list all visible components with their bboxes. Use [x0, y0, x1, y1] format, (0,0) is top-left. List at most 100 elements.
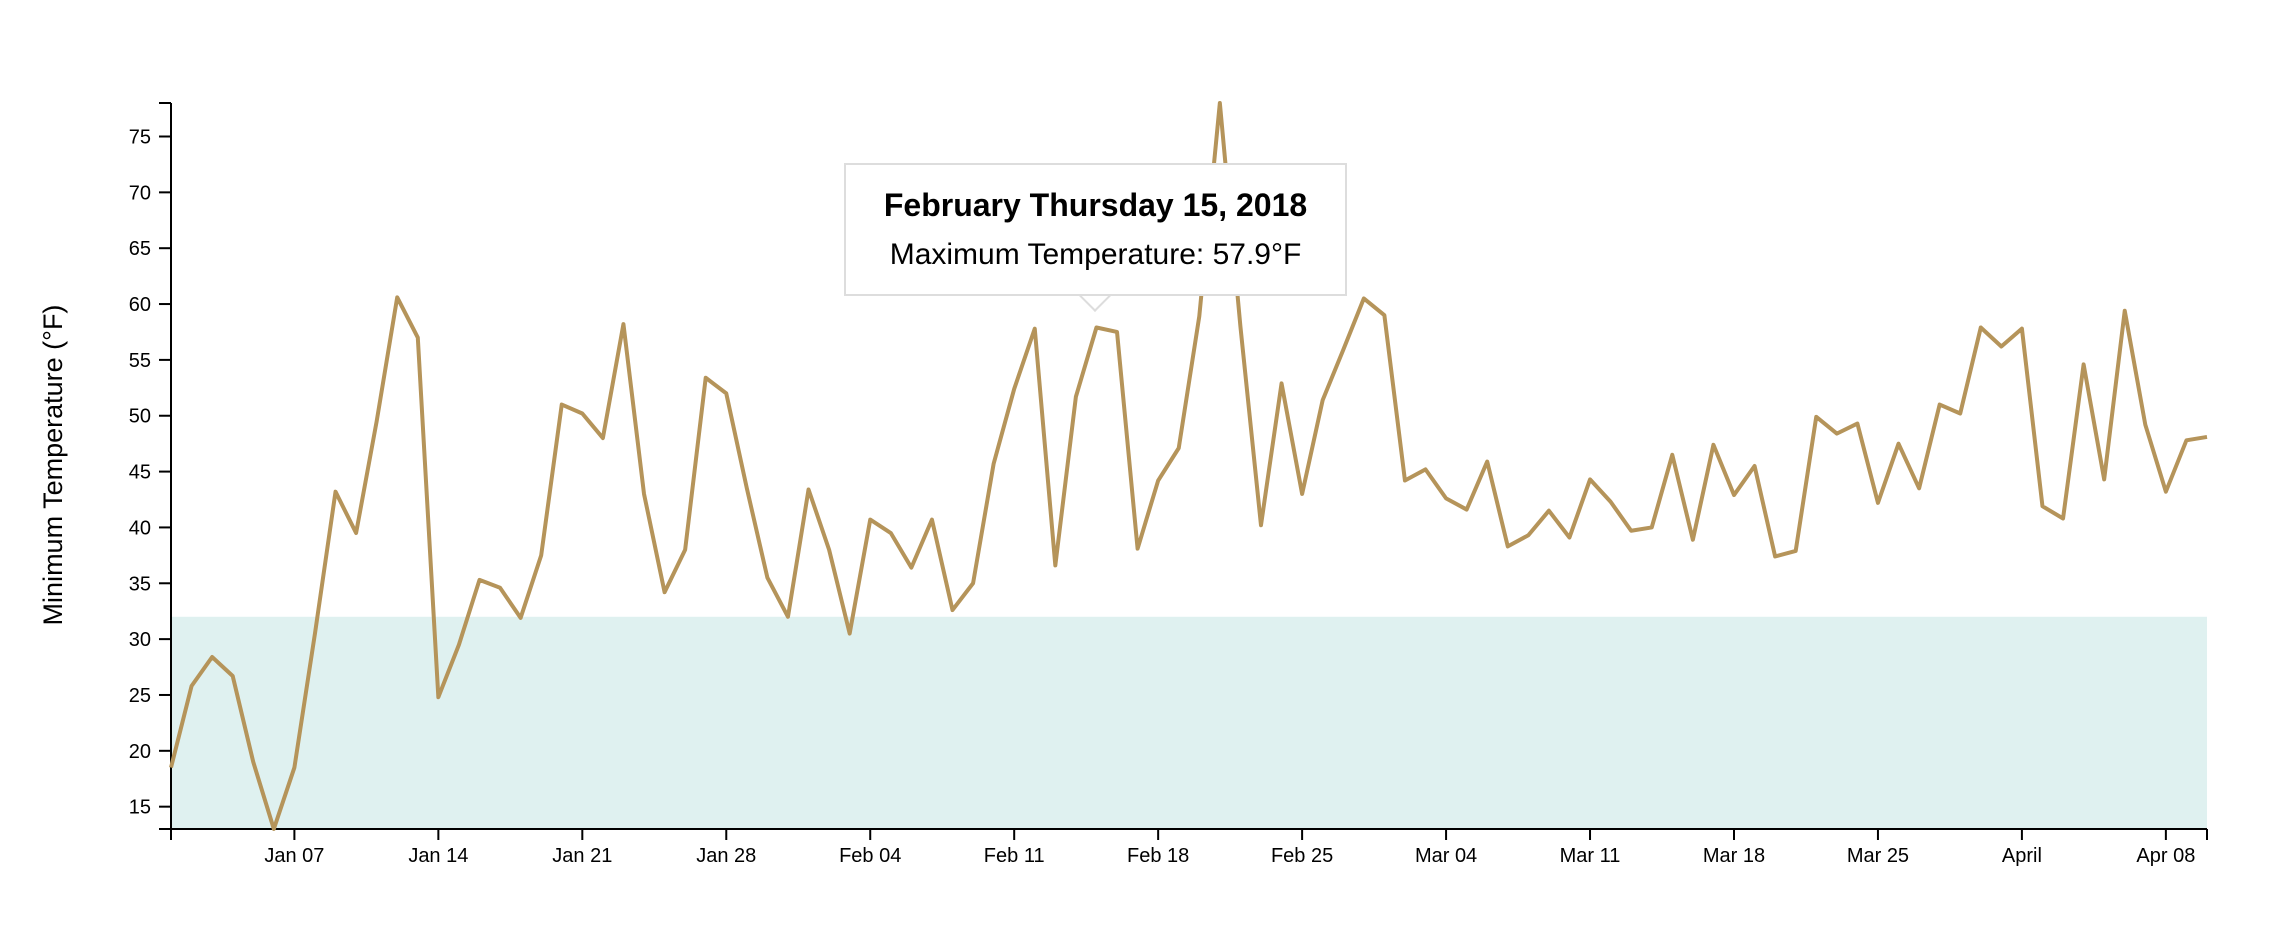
data-point [2143, 423, 2147, 427]
data-point [1177, 446, 1181, 450]
data-point [1814, 415, 1818, 419]
y-tick-label: 30 [129, 629, 151, 651]
tooltip-date: February Thursday 15, 2018 [883, 187, 1308, 223]
data-point [765, 576, 769, 580]
data-point [1280, 381, 1284, 385]
data-point [909, 566, 913, 570]
data-point [1526, 533, 1530, 537]
x-tick: Feb 04 [839, 829, 901, 867]
data-point [1382, 313, 1386, 317]
data-point [621, 322, 625, 326]
y-tick-label: 60 [129, 294, 151, 316]
data-point [786, 615, 790, 619]
y-tick: 40 [129, 517, 171, 539]
data-point [1136, 547, 1140, 551]
data-point [1321, 398, 1325, 402]
x-tick-label: Jan 21 [552, 845, 612, 867]
y-tick: 75 [129, 127, 171, 149]
temperature-line [169, 101, 2208, 831]
x-tick-label: Feb 04 [839, 845, 901, 867]
y-tick-label: 35 [129, 573, 151, 595]
data-point [1238, 324, 1242, 328]
x-tick: Jan 14 [408, 829, 468, 867]
data-point [1424, 467, 1428, 471]
y-tick-label: 70 [129, 182, 151, 204]
data-point [1218, 101, 1222, 105]
data-point [848, 632, 852, 636]
data-point [416, 336, 420, 340]
x-tick-label: Feb 11 [984, 845, 1045, 867]
data-point [1465, 508, 1469, 512]
data-point [313, 632, 317, 636]
data-point [1094, 326, 1098, 330]
x-tick: Mar 11 [1560, 829, 1621, 867]
data-point [1444, 496, 1448, 500]
data-point [683, 548, 687, 552]
data-point [642, 492, 646, 496]
y-tick: 25 [129, 685, 171, 707]
x-tick-label: Feb 18 [1127, 845, 1189, 867]
y-tick-label: 15 [129, 797, 151, 819]
y-tick: 70 [129, 182, 171, 204]
y-axis: 15 20 25 30 35 40 45 50 55 60 65 70 75 [129, 102, 172, 830]
y-tick-label: 25 [129, 685, 151, 707]
y-tick: 30 [129, 629, 171, 651]
data-point [1609, 500, 1613, 504]
data-point [1794, 549, 1798, 553]
x-tick: Feb 25 [1271, 829, 1333, 867]
data-point [745, 486, 749, 490]
data-point [2082, 362, 2086, 366]
x-tick: Apr 08 [2136, 829, 2195, 867]
data-point [375, 419, 379, 423]
y-tick-label: 40 [129, 517, 151, 539]
x-tick: Jan 28 [696, 829, 756, 867]
data-point [1053, 563, 1057, 567]
data-point [1876, 501, 1880, 505]
data-point [2164, 490, 2168, 494]
data-point [1732, 493, 1736, 497]
x-tick: Feb 18 [1127, 829, 1189, 867]
x-tick: April [2002, 829, 2042, 867]
data-point [2123, 309, 2127, 313]
data-point [1753, 464, 1757, 468]
data-point [1341, 348, 1345, 352]
x-tick-label: Mar 04 [1415, 845, 1477, 867]
data-point [1670, 453, 1674, 457]
y-tick-label: 65 [129, 238, 151, 260]
y-tick: 35 [129, 573, 171, 595]
data-point [457, 643, 461, 647]
tooltip-value: Maximum Temperature: 57.9°F [889, 238, 1302, 271]
data-point [1547, 509, 1551, 513]
y-tick: 20 [129, 741, 171, 763]
data-point [1115, 330, 1119, 334]
data-point [251, 760, 255, 764]
data-point [601, 436, 605, 440]
data-point [580, 412, 584, 416]
data-point [2205, 435, 2209, 439]
x-tick-label: Apr 08 [2136, 845, 2195, 867]
data-point [1362, 296, 1366, 300]
data-point [1506, 544, 1510, 548]
data-point [334, 490, 338, 494]
tooltip: February Thursday 15, 2018 Maximum Tempe… [844, 163, 1347, 296]
x-tick: Jan 07 [264, 829, 324, 867]
data-point [560, 403, 564, 407]
data-point [1012, 387, 1016, 391]
data-point [436, 695, 440, 699]
x-tick-label: Feb 25 [1271, 845, 1333, 867]
data-point [1403, 479, 1407, 483]
data-point [807, 487, 811, 491]
y-tick: 55 [129, 350, 171, 372]
x-tick-label: Mar 18 [1703, 845, 1765, 867]
data-point [1773, 554, 1777, 558]
x-tick: Mar 18 [1703, 829, 1765, 867]
y-tick-label: 20 [129, 741, 151, 763]
data-point [519, 616, 523, 620]
data-point [1711, 443, 1715, 447]
x-tick-label: April [2002, 845, 2042, 867]
data-point [889, 531, 893, 535]
x-tick: Mar 25 [1847, 829, 1909, 867]
x-tick-label: Mar 11 [1560, 845, 1621, 867]
y-tick: 45 [129, 462, 171, 484]
